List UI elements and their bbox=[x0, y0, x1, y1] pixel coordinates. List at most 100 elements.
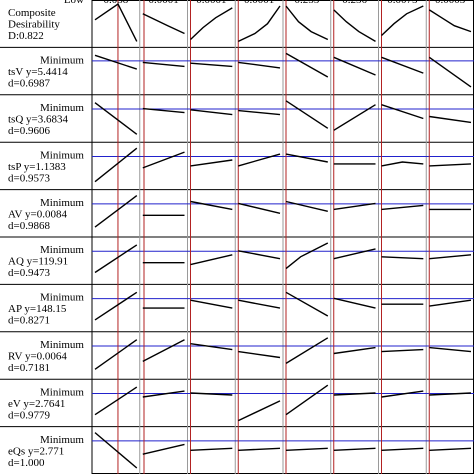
response-curve bbox=[285, 52, 329, 78]
row-label-line: AQ y=119.91 bbox=[8, 256, 68, 268]
response-curve bbox=[333, 104, 376, 131]
row-label-line: Minimum bbox=[40, 292, 84, 304]
response-curve bbox=[142, 107, 185, 114]
row-label-line: d=0.8271 bbox=[8, 315, 50, 327]
response-curve bbox=[285, 384, 329, 416]
row-label-line: d=1.000 bbox=[8, 457, 45, 469]
response-curve bbox=[94, 244, 138, 274]
response-curve bbox=[381, 447, 424, 451]
row-label-line: Minimum bbox=[40, 149, 84, 161]
response-curve bbox=[142, 339, 185, 363]
response-curve bbox=[94, 339, 138, 370]
response-curve bbox=[190, 392, 233, 396]
response-curve bbox=[190, 109, 233, 116]
response-curve bbox=[429, 163, 472, 167]
response-curve bbox=[381, 104, 424, 120]
response-curve bbox=[190, 200, 233, 211]
row-label-line: tsV y=5.4414 bbox=[8, 66, 68, 78]
top-value-label: 0.0075 bbox=[387, 0, 418, 6]
response-curve bbox=[94, 2, 138, 42]
response-curve bbox=[190, 254, 233, 266]
row-label-line: D:0.822 bbox=[8, 30, 44, 42]
row-label-line: Minimum bbox=[40, 386, 84, 398]
response-curve bbox=[238, 400, 281, 422]
response-curve bbox=[238, 202, 281, 214]
row-label-line: Minimum bbox=[40, 55, 84, 67]
response-curve bbox=[190, 447, 233, 451]
response-curve bbox=[94, 102, 138, 135]
response-curve bbox=[190, 7, 233, 41]
row-label-line: eQs y=2.771 bbox=[8, 445, 64, 457]
response-curve bbox=[190, 343, 233, 351]
response-curve bbox=[94, 195, 138, 228]
response-curve bbox=[285, 242, 329, 270]
response-curve bbox=[381, 390, 424, 398]
response-curve bbox=[333, 202, 376, 211]
row-label-line: d=0.9573 bbox=[8, 172, 50, 184]
response-curve bbox=[285, 447, 328, 451]
row-label-line: d=0.9606 bbox=[8, 125, 50, 137]
response-curve bbox=[190, 159, 233, 167]
response-curves bbox=[94, 2, 472, 469]
response-curve bbox=[429, 447, 472, 451]
response-curve bbox=[142, 151, 185, 169]
response-curve bbox=[285, 337, 329, 364]
response-curve bbox=[142, 61, 185, 68]
response-curve bbox=[94, 147, 138, 183]
response-curve bbox=[94, 54, 138, 70]
response-curve bbox=[238, 350, 281, 359]
response-curve bbox=[190, 299, 233, 309]
top-edge-label: Low bbox=[64, 0, 84, 6]
response-curve bbox=[142, 13, 185, 35]
top-value-label: 0.255 bbox=[295, 0, 320, 6]
response-curve bbox=[238, 109, 281, 116]
row-label-line: d=0.6987 bbox=[8, 78, 50, 90]
response-curve bbox=[94, 432, 138, 469]
target-lines bbox=[92, 60, 474, 442]
response-curve bbox=[238, 250, 281, 260]
response-curve bbox=[333, 297, 376, 309]
response-curve bbox=[285, 153, 328, 163]
row-label-line: Minimum bbox=[40, 197, 84, 209]
response-curve bbox=[429, 392, 472, 396]
response-curve bbox=[381, 204, 424, 211]
response-curve bbox=[238, 61, 281, 69]
response-curve bbox=[381, 5, 424, 37]
response-curve bbox=[285, 291, 329, 317]
optimum-lines bbox=[117, 0, 430, 474]
response-curve bbox=[333, 447, 376, 451]
response-curve bbox=[333, 392, 376, 396]
top-value-label: 0.0001 bbox=[149, 0, 179, 6]
response-curve bbox=[333, 248, 376, 260]
response-curve bbox=[333, 56, 376, 76]
response-curve bbox=[94, 386, 138, 416]
response-curve bbox=[238, 299, 281, 309]
response-curve bbox=[285, 100, 329, 129]
row-label-line: Minimum bbox=[40, 339, 84, 351]
response-curve bbox=[285, 200, 328, 212]
top-value-label: 0.256 bbox=[342, 0, 367, 6]
row-label-line: d=0.9473 bbox=[8, 267, 50, 279]
row-label-line: tsP y=1.1383 bbox=[8, 161, 66, 173]
top-value-label: 0.0001 bbox=[244, 0, 274, 6]
row-label-line: Minimum bbox=[40, 434, 84, 446]
response-curve bbox=[238, 153, 281, 167]
row-label-line: Minimum bbox=[40, 102, 84, 114]
row-label-line: Desirability bbox=[8, 19, 60, 31]
response-curve bbox=[285, 5, 329, 41]
response-curve bbox=[429, 299, 472, 307]
response-curve bbox=[381, 256, 424, 260]
row-label-line: AP y=148.15 bbox=[8, 303, 67, 315]
response-curve bbox=[238, 447, 281, 451]
row-label-line: tsQ y=3.6834 bbox=[8, 114, 68, 126]
response-curve bbox=[429, 115, 472, 124]
response-curve bbox=[333, 346, 376, 355]
response-curve bbox=[429, 254, 472, 260]
top-value-label: 0.058 bbox=[104, 0, 129, 6]
response-curve bbox=[142, 443, 185, 455]
row-label-line: d=0.9868 bbox=[8, 220, 50, 232]
row-label-line: eV y=2.7641 bbox=[8, 398, 65, 410]
